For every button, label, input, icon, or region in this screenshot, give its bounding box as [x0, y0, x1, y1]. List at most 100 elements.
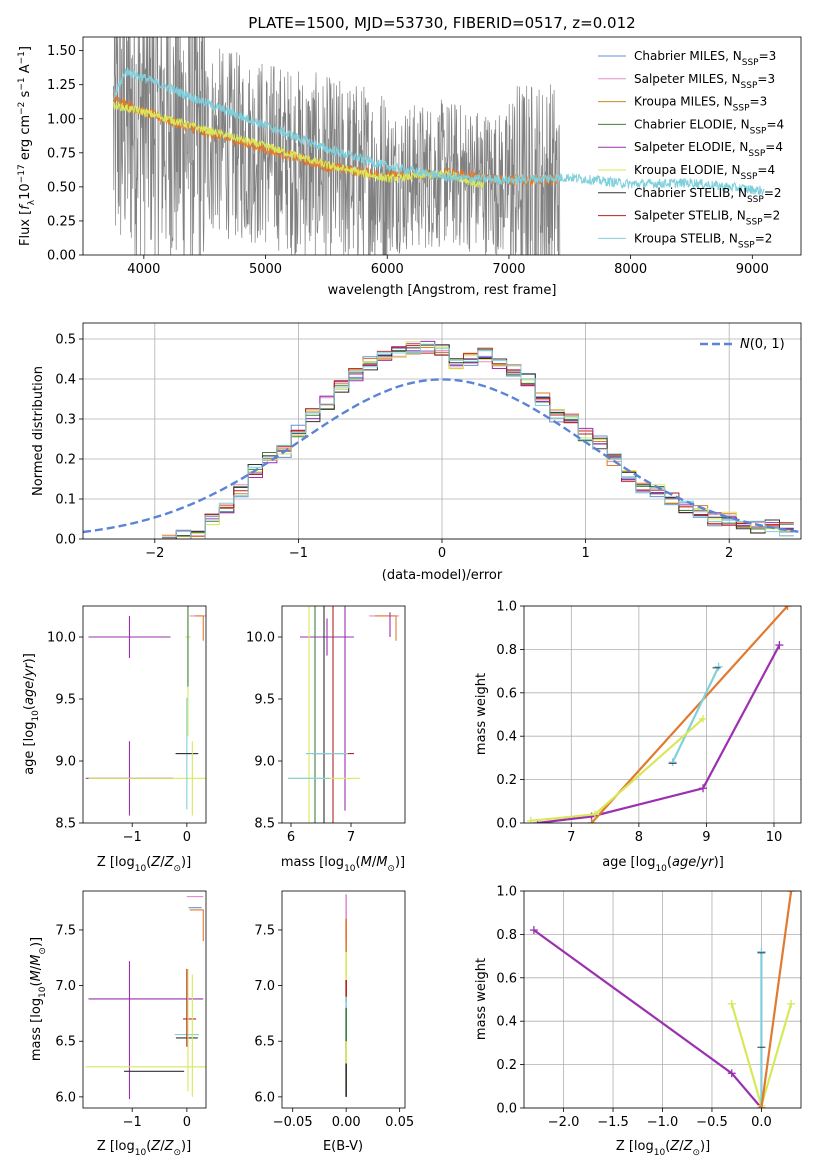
- y-tick-label: 10.0: [246, 631, 275, 646]
- label-part: Z: [683, 1139, 694, 1154]
- label-part: λ: [27, 199, 37, 205]
- label-part: =2: [763, 209, 781, 223]
- x-axis-label: mass [log10(M/M⊙)]: [281, 855, 405, 874]
- y-tick-label: 0.75: [47, 146, 76, 161]
- label-part: )]: [700, 1139, 710, 1154]
- label-part: Kroupa ELODIE, N: [634, 163, 741, 177]
- x-tick-label: −0.5: [696, 1115, 728, 1130]
- x-tick-label: 5000: [249, 262, 282, 277]
- y-tick-label: 6.0: [254, 1090, 275, 1105]
- label-part: =4: [757, 163, 775, 177]
- label-part: )]: [29, 937, 44, 947]
- y-tick-label: 0.3: [55, 413, 76, 428]
- series-kroupa-miles: [760, 891, 793, 1108]
- y-axis-label: age [log10(age/yr)]: [22, 653, 41, 775]
- label-part: =2: [755, 231, 773, 245]
- y-tick-label: 0.5: [55, 333, 76, 348]
- x-tick-label: 8: [635, 830, 643, 845]
- label-part: Z: [164, 855, 175, 870]
- label-part: SSP: [748, 149, 765, 159]
- label-part: ⊙: [38, 947, 48, 955]
- y-tick-label: 0.8: [496, 643, 517, 658]
- plot-area: [112, 37, 765, 255]
- x-tick-label: −0.05: [273, 1115, 313, 1130]
- axes-frame: [82, 605, 207, 824]
- label-part: Kroupa MILES, N: [634, 95, 733, 109]
- label-part: Z: [669, 1139, 680, 1154]
- label-part: 10: [655, 864, 667, 874]
- label-part: (: [29, 981, 44, 986]
- y-tick-label: 0.6: [496, 686, 517, 701]
- label-part: ]: [18, 46, 33, 51]
- x-tick-label: 7: [567, 830, 575, 845]
- y-tick-label: 6.0: [55, 1090, 76, 1105]
- axes-weight-vs-age: 7 8 9 10 0.0 0.2 0.4 0.6 0.8 1.0: [496, 600, 802, 845]
- label-part: Chabrier MILES, N: [634, 49, 742, 63]
- label-part: /: [29, 965, 44, 970]
- x-tick-label: 9: [702, 830, 710, 845]
- label-part: A: [18, 64, 33, 77]
- series-kroupa-elodie: [530, 717, 704, 822]
- plot-area: [288, 606, 399, 823]
- y-tick-label: 0.1: [55, 493, 76, 508]
- label-part: 10: [135, 1148, 147, 1158]
- label-part: −1: [17, 51, 27, 64]
- axes-frame: [82, 322, 802, 540]
- axes-frame: [281, 890, 406, 1109]
- label-part: Salpeter MILES, N: [634, 72, 741, 86]
- label-part: yr: [700, 855, 716, 870]
- label-part: Z: [150, 855, 161, 870]
- label-part: −17: [17, 164, 27, 183]
- x-tick-label: −1.5: [597, 1115, 629, 1130]
- legend-label: Kroupa MILES, NSSP=3: [634, 95, 767, 114]
- x-tick-label: 10: [766, 830, 783, 845]
- axes-residuals: −2 −1 0 1 2 0.0 0.1 0.2 0.3 0.4 0.5: [55, 322, 802, 561]
- y-tick-label: 0.25: [47, 214, 76, 229]
- plot-area: [85, 896, 206, 1100]
- label-part: age [log: [602, 855, 655, 870]
- label-part: Flux [: [18, 210, 33, 246]
- chart-title: PLATE=1500, MJD=53730, FIBERID=0517, z=0…: [248, 14, 635, 32]
- label-part: 10: [31, 710, 41, 722]
- y-tick-label: 8.5: [254, 817, 275, 832]
- x-tick-label: 1: [581, 546, 589, 561]
- label-part: SSP: [738, 240, 755, 250]
- x-tick-label: 7: [347, 830, 355, 845]
- series-salpeter-elodie: [537, 644, 781, 823]
- series-salpeter-elodie: [533, 929, 763, 1108]
- label-part: ⊙: [173, 1148, 181, 1158]
- error-bar: [189, 909, 204, 942]
- label-part: )]: [22, 653, 37, 663]
- y-tick-label: 9.5: [55, 693, 76, 708]
- plot-area: [526, 606, 792, 823]
- label-part: =2: [764, 186, 782, 200]
- legend-label: Kroupa ELODIE, NSSP=4: [634, 163, 775, 182]
- x-tick-label: −2.0: [548, 1115, 580, 1130]
- y-tick-label: 10.0: [47, 631, 76, 646]
- axes-mass-vs-Z: −1 0 6.0 6.5 7.0 7.5: [55, 890, 207, 1130]
- label-part: (: [667, 855, 672, 870]
- y-axis-label: mass weight: [474, 958, 489, 1040]
- x-tick-label: 0.00: [332, 1115, 361, 1130]
- label-part: N: [740, 337, 750, 352]
- x-axis-label: Z [log10(Z/Z⊙)]: [97, 855, 191, 874]
- label-part: SSP: [741, 172, 758, 182]
- y-tick-label: 0.0: [496, 817, 517, 832]
- label-part: SSP: [750, 126, 767, 136]
- axes-weight-vs-Z: −2.0 −1.5 −1.0 −0.5 0.0 0.0 0.2 0.4 0.6 0.8 1.0: [496, 885, 802, 1130]
- label-part: yr: [22, 662, 37, 678]
- y-axis-label: Flux [fλ10−17 erg cm−2 s−1 A−1]: [17, 46, 37, 246]
- y-tick-label: 1.50: [47, 44, 76, 59]
- y-tick-label: 9.0: [55, 755, 76, 770]
- legend-label: Chabrier STELIB, NSSP=2: [634, 186, 782, 205]
- series-kroupa-miles: [590, 606, 789, 823]
- y-tick-label: 7.0: [254, 979, 275, 994]
- x-tick-label: −2: [145, 546, 164, 561]
- normal-curve: [83, 378, 801, 534]
- y-tick-label: 0.00: [47, 249, 76, 264]
- x-axis-label: Z [log10(Z/Z⊙)]: [97, 1139, 191, 1158]
- label-part: =4: [765, 140, 783, 154]
- x-tick-label: 0.05: [385, 1115, 414, 1130]
- label-part: mass [log: [281, 855, 344, 870]
- x-tick-label: 6000: [371, 262, 404, 277]
